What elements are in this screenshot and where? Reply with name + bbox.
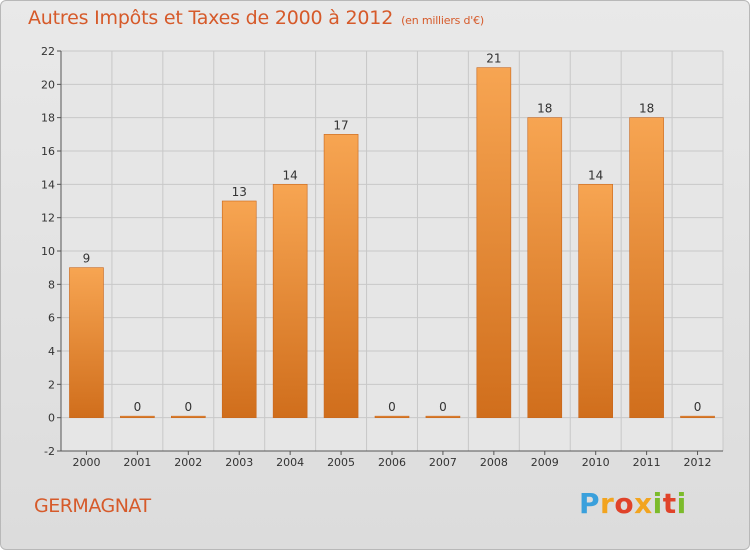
data-label: 0 [439,400,447,414]
x-tick-label: 2005 [327,456,355,469]
logo-letter: i [676,487,687,520]
x-tick-label: 2007 [429,456,457,469]
y-tick-label: 22 [41,45,55,58]
x-tick-label: 2008 [480,456,508,469]
y-tick-label: 16 [41,145,55,158]
data-label: 14 [588,168,603,182]
bar [527,117,563,418]
logo-letter: P [579,487,601,520]
data-label: 0 [184,400,192,414]
logo-letter: x [634,487,653,520]
y-tick-label: 12 [41,212,55,225]
data-label: 18 [639,102,654,116]
x-tick-label: 2006 [378,456,406,469]
x-tick-label: 2012 [684,456,712,469]
y-tick-label: 10 [41,245,55,258]
y-tick-label: 0 [48,412,55,425]
place-name: GERMAGNAT [34,495,151,517]
bar [578,184,613,418]
bar [476,67,512,418]
data-label: 0 [694,400,702,414]
chart-title: Autres Impôts et Taxes de 2000 à 2012 (en… [28,7,484,29]
x-tick-label: 2010 [582,456,610,469]
data-label: 18 [537,102,552,116]
bar [425,415,461,418]
bar [171,415,206,418]
y-tick-label: -2 [44,445,55,458]
chart-unit: (en milliers d'€) [401,14,484,27]
logo-letter: i [652,487,663,520]
y-tick-label: 20 [41,78,55,91]
bar [221,200,257,418]
bar [120,415,155,418]
y-tick-label: 8 [48,278,55,291]
x-tick-label: 2000 [72,456,100,469]
x-tick-label: 2003 [225,456,253,469]
x-tick-label: 2009 [531,456,559,469]
bar [69,267,104,418]
bar [374,415,410,418]
logo-letter: t [662,487,677,520]
y-tick-label: 2 [48,378,55,391]
x-tick-label: 2004 [276,456,304,469]
y-tick-label: 18 [41,112,55,125]
data-label: 0 [134,400,142,414]
proxiti-logo: Proxiti [579,487,687,520]
logo-letter: o [614,487,635,520]
chart-title-text: Autres Impôts et Taxes de 2000 à 2012 [28,7,394,29]
bar [680,415,715,418]
x-tick-label: 2011 [633,456,661,469]
logo-letter: r [600,487,615,520]
y-tick-label: 14 [41,178,55,191]
data-label: 9 [83,252,91,266]
bar [629,117,664,418]
data-label: 14 [283,168,298,182]
bar [272,184,308,418]
data-label: 13 [232,185,247,199]
x-tick-label: 2002 [174,456,202,469]
data-label: 17 [333,118,348,132]
y-tick-label: 6 [48,312,55,325]
y-tick-label: 4 [48,345,55,358]
x-tick-label: 2001 [123,456,151,469]
data-label: 21 [486,52,501,66]
bar [323,134,359,418]
data-label: 0 [388,400,396,414]
